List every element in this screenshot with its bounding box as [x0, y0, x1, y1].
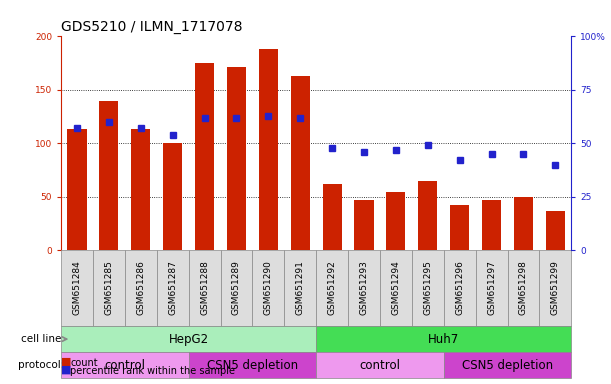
- Text: GSM651284: GSM651284: [73, 261, 81, 315]
- Bar: [482, 200, 501, 250]
- Bar: [259, 49, 278, 250]
- FancyBboxPatch shape: [316, 250, 348, 326]
- Text: GSM651294: GSM651294: [392, 261, 400, 315]
- Bar: [163, 143, 182, 250]
- Text: percentile rank within the sample: percentile rank within the sample: [70, 366, 235, 376]
- FancyBboxPatch shape: [316, 326, 571, 352]
- Text: CSN5 depletion: CSN5 depletion: [462, 359, 553, 372]
- Text: GSM651288: GSM651288: [200, 261, 209, 316]
- Text: GSM651296: GSM651296: [455, 261, 464, 316]
- Text: HepG2: HepG2: [169, 333, 209, 346]
- FancyBboxPatch shape: [61, 352, 189, 378]
- Bar: [386, 192, 406, 250]
- Text: GDS5210 / ILMN_1717078: GDS5210 / ILMN_1717078: [61, 20, 243, 34]
- Text: GSM651293: GSM651293: [359, 261, 368, 316]
- FancyBboxPatch shape: [316, 352, 444, 378]
- Bar: [323, 184, 342, 250]
- Bar: [546, 210, 565, 250]
- Text: count: count: [70, 358, 98, 368]
- Text: control: control: [104, 359, 145, 372]
- FancyBboxPatch shape: [508, 250, 540, 326]
- FancyBboxPatch shape: [61, 326, 316, 352]
- Bar: [514, 197, 533, 250]
- FancyBboxPatch shape: [380, 250, 412, 326]
- FancyBboxPatch shape: [189, 352, 316, 378]
- Text: GSM651292: GSM651292: [327, 261, 337, 315]
- FancyBboxPatch shape: [412, 250, 444, 326]
- Text: Huh7: Huh7: [428, 333, 459, 346]
- FancyBboxPatch shape: [61, 250, 93, 326]
- Text: GSM651297: GSM651297: [487, 261, 496, 316]
- Text: GSM651285: GSM651285: [104, 261, 114, 316]
- FancyBboxPatch shape: [157, 250, 189, 326]
- Text: GSM651295: GSM651295: [423, 261, 433, 316]
- FancyBboxPatch shape: [348, 250, 380, 326]
- Text: ■: ■: [61, 357, 71, 367]
- Text: ■: ■: [61, 365, 71, 375]
- Text: protocol: protocol: [18, 360, 61, 370]
- Bar: [195, 63, 214, 250]
- FancyBboxPatch shape: [93, 250, 125, 326]
- FancyBboxPatch shape: [540, 250, 571, 326]
- Text: GSM651289: GSM651289: [232, 261, 241, 316]
- Text: GSM651298: GSM651298: [519, 261, 528, 316]
- Bar: [419, 180, 437, 250]
- Text: GSM651290: GSM651290: [264, 261, 273, 316]
- Bar: [227, 68, 246, 250]
- FancyBboxPatch shape: [475, 250, 508, 326]
- FancyBboxPatch shape: [284, 250, 316, 326]
- Text: control: control: [359, 359, 400, 372]
- FancyBboxPatch shape: [125, 250, 157, 326]
- FancyBboxPatch shape: [444, 250, 475, 326]
- FancyBboxPatch shape: [189, 250, 221, 326]
- Text: GSM651291: GSM651291: [296, 261, 305, 316]
- Bar: [354, 200, 373, 250]
- Bar: [291, 76, 310, 250]
- Bar: [131, 129, 150, 250]
- FancyBboxPatch shape: [444, 352, 571, 378]
- Bar: [67, 129, 87, 250]
- Text: GSM651299: GSM651299: [551, 261, 560, 316]
- Bar: [100, 101, 119, 250]
- Text: GSM651287: GSM651287: [168, 261, 177, 316]
- FancyBboxPatch shape: [221, 250, 252, 326]
- FancyBboxPatch shape: [252, 250, 284, 326]
- Text: GSM651286: GSM651286: [136, 261, 145, 316]
- Text: CSN5 depletion: CSN5 depletion: [207, 359, 298, 372]
- Bar: [450, 205, 469, 250]
- Text: cell line: cell line: [21, 334, 61, 344]
